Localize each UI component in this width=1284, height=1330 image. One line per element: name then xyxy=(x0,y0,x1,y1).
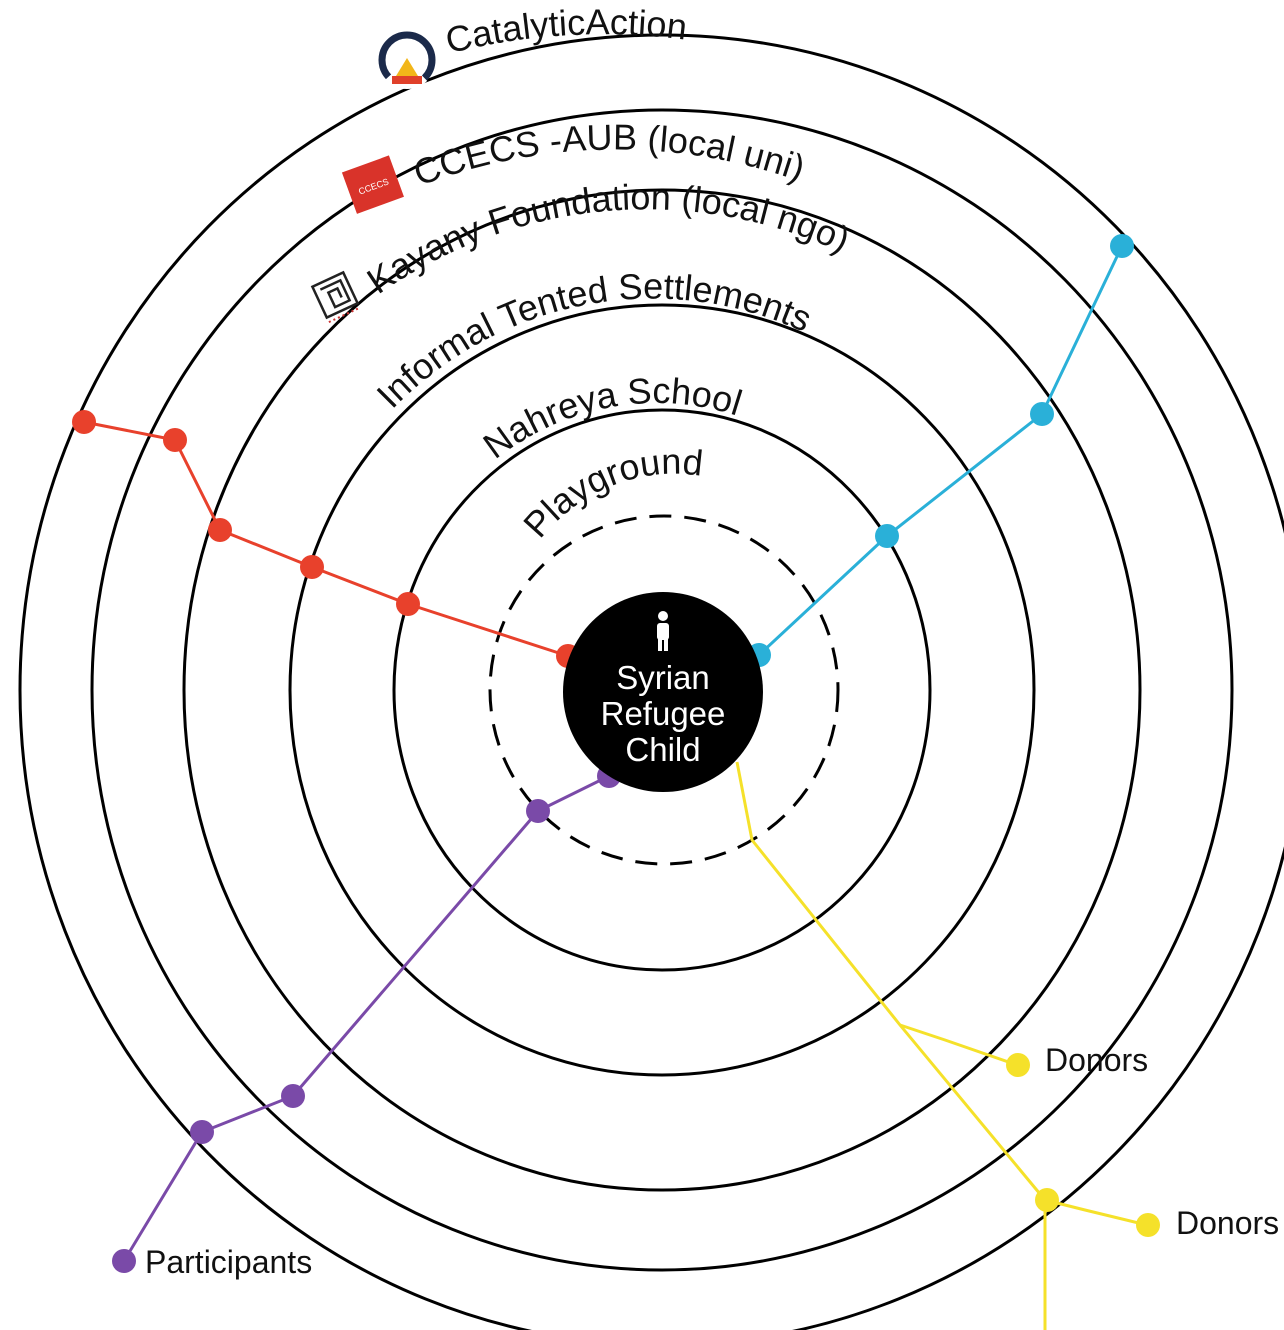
red-node xyxy=(72,410,96,434)
red-node xyxy=(208,518,232,542)
ring-label-catalytic-action: CatalyticAction xyxy=(442,1,690,61)
ccecs-logo-icon: CCECS xyxy=(341,155,404,214)
red-node xyxy=(300,555,324,579)
donors-node-2 xyxy=(1136,1213,1160,1237)
ring-informal-tented-settlements xyxy=(288,303,1036,1077)
blue-node xyxy=(1110,234,1134,258)
red-node xyxy=(163,428,187,452)
donors-junction-node xyxy=(1035,1188,1059,1212)
donors-label-1: Donors xyxy=(1045,1042,1148,1078)
purple-node xyxy=(281,1084,305,1108)
blue-node xyxy=(875,524,899,548)
participants-node xyxy=(112,1249,136,1273)
ring-kayany-foundation xyxy=(182,188,1142,1192)
purple-node xyxy=(190,1120,214,1144)
donors-label-2: Donors xyxy=(1176,1205,1279,1241)
center-node: Syrian Refugee Child xyxy=(563,592,763,792)
center-label-line1: Syrian xyxy=(616,659,710,696)
ring-catalytic-action xyxy=(18,33,1284,1330)
ring-nahreya-school xyxy=(392,408,932,972)
kayany-logo-icon xyxy=(310,270,361,324)
donors-route-yellow xyxy=(735,761,1160,1330)
center-label-line2: Refugee xyxy=(601,695,726,732)
purple-node xyxy=(526,799,550,823)
blue-node xyxy=(1030,402,1054,426)
catalytic-action-logo-icon xyxy=(378,31,436,89)
participants-route-purple xyxy=(112,764,621,1273)
ring-playground xyxy=(488,514,840,866)
child-icon xyxy=(657,611,669,651)
donors-node-1 xyxy=(1006,1053,1030,1077)
ring-ccecs-aub xyxy=(90,108,1234,1272)
red-node xyxy=(396,592,420,616)
ring-label-playground: Playground xyxy=(515,441,705,546)
center-label-line3: Child xyxy=(625,731,700,768)
participants-label: Participants xyxy=(145,1244,312,1280)
